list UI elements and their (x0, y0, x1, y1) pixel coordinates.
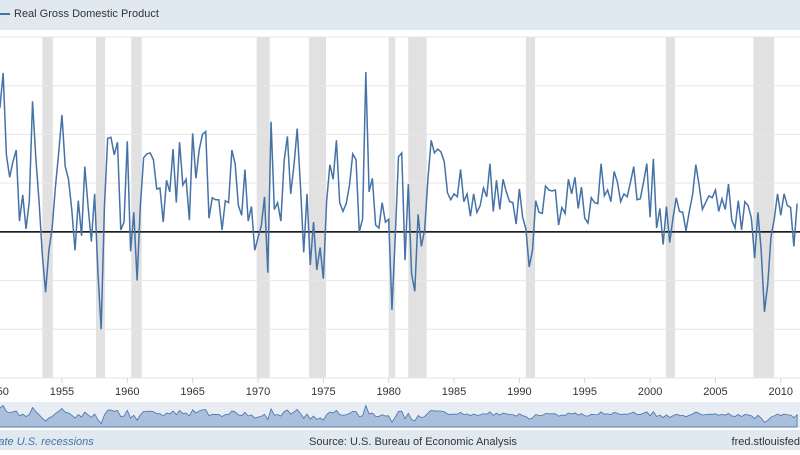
x-tick-label: 1985 (442, 386, 466, 398)
recession-band (665, 37, 675, 378)
x-tick-label: 2000 (638, 386, 662, 398)
series-line (0, 72, 798, 330)
source: Source: U.S. Bureau of Economic Analysis (309, 436, 517, 448)
x-tick-label: 2010 (769, 386, 793, 398)
recession-band (388, 37, 396, 378)
x-tick-label: 2005 (703, 386, 727, 398)
recession-band (525, 37, 536, 378)
navigator-area (0, 404, 798, 428)
legend-label: Real Gross Domestic Product (14, 8, 159, 20)
recession-band (408, 37, 427, 378)
recession-band (42, 37, 53, 378)
x-tick-label: 1995 (572, 386, 596, 398)
recession-band (753, 37, 775, 378)
site[interactable]: fred.stlouisfed (732, 436, 800, 448)
recession-band (95, 37, 106, 378)
recession-note[interactable]: licate U.S. recessions (0, 436, 94, 448)
footer-band (0, 430, 800, 450)
recession-band (308, 37, 326, 378)
recession-band (131, 37, 142, 378)
x-tick-label: 1960 (115, 386, 139, 398)
x-tick-label: 1950 (0, 386, 9, 398)
x-tick-label: 1965 (180, 386, 204, 398)
header-band (0, 0, 800, 30)
x-tick-label: 1990 (507, 386, 531, 398)
x-tick-label: 1980 (376, 386, 400, 398)
x-tick-label: 1955 (50, 386, 74, 398)
x-tick-label: 1975 (311, 386, 335, 398)
x-tick-label: 1970 (246, 386, 270, 398)
